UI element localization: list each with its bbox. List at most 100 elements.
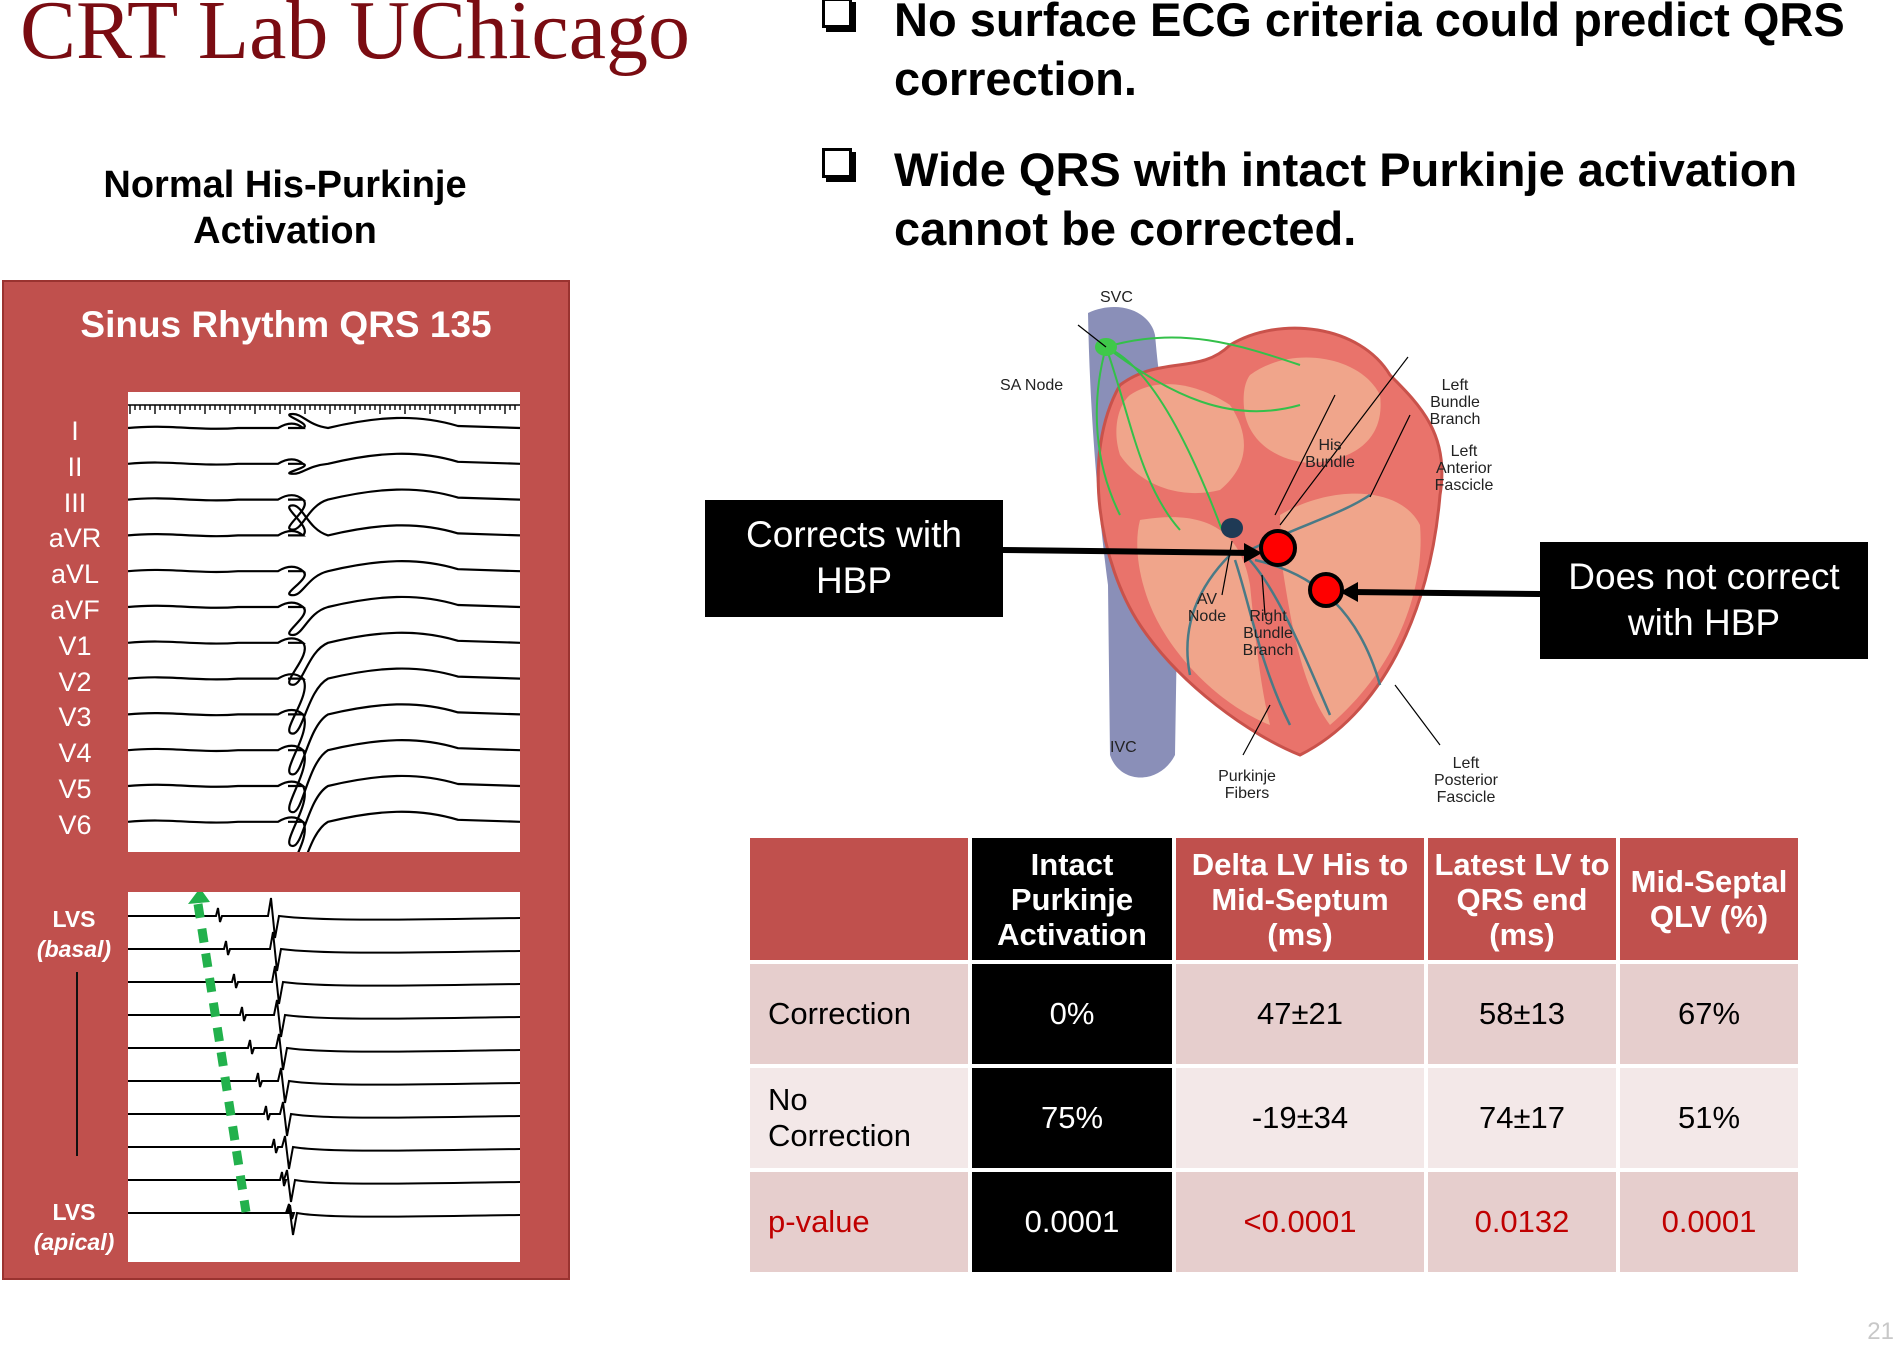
arrow-head-icon xyxy=(188,888,210,904)
label-ivc: IVC xyxy=(1110,739,1137,756)
lead-label-v1: V1 xyxy=(58,630,92,661)
ecg-trace-v5 xyxy=(127,774,521,848)
callout-does-not-correct: Does not correct with HBP xyxy=(1540,542,1868,659)
lvs-trace xyxy=(128,1033,521,1071)
table-header-row: Intact Purkinje Activation Delta LV His … xyxy=(750,838,1798,960)
ecg-panel: Sinus Rhythm QRS 135 I II III aVR aVL aVF V1 V2… xyxy=(2,280,570,1280)
ecg-trace-avl xyxy=(127,560,521,597)
sa-conduction xyxy=(1095,336,1301,531)
lead-label-avl: aVL xyxy=(50,559,100,590)
label-right-bundle-branch: Right Bundle Branch xyxy=(1242,608,1294,659)
label-left-posterior-fascicle: Left Posterior Fascicle xyxy=(1433,755,1499,806)
lvs-apical-sub: (apical) xyxy=(33,1229,115,1255)
ecg-trace-v2 xyxy=(127,667,521,735)
table-cell: <0.0001 xyxy=(1176,1172,1424,1272)
intracardiac-tracing xyxy=(128,888,521,1262)
lead-label-avr: aVR xyxy=(48,523,102,554)
heart-diagram: SVC SA Node Left Bundle Branch His Bundl… xyxy=(1000,285,1520,815)
lead-label-v4: V4 xyxy=(58,738,92,769)
lvs-trace xyxy=(128,1067,521,1104)
lvs-trace xyxy=(128,931,521,972)
label-purkinje-fibers: Purkinje Fibers xyxy=(1218,768,1276,802)
section-subtitle: Normal His-Purkinje Activation xyxy=(103,164,467,252)
ecg-panel-title: Sinus Rhythm QRS 135 xyxy=(80,304,492,345)
table-cell: 0% xyxy=(972,964,1172,1064)
ecg-trace-i xyxy=(127,412,521,430)
lead-label-ii: II xyxy=(67,451,83,482)
table-cell: 0.0001 xyxy=(1620,1172,1798,1272)
page-number: 21 xyxy=(1867,1318,1894,1345)
checkbox-bullet-icon xyxy=(822,0,852,28)
ecg-trace-v4 xyxy=(127,739,521,814)
lvs-trace xyxy=(128,1101,521,1137)
table-row: Correction 0% 47±21 58±13 67% xyxy=(750,964,1798,1064)
label-sa-node: SA Node xyxy=(1000,377,1064,394)
lvs-trace xyxy=(128,965,521,1005)
slide-title: CRT Lab UChicago xyxy=(20,0,690,77)
lead-label-i: I xyxy=(71,416,79,446)
row-label-text: No Correction xyxy=(768,1082,911,1153)
label-left-anterior-fascicle: Left Anterior Fascicle xyxy=(1434,443,1494,494)
ecg-traces xyxy=(127,412,521,881)
checkbox-bullet-icon xyxy=(822,148,852,178)
left-ventricle xyxy=(1280,493,1421,725)
av-node-icon xyxy=(1221,518,1243,538)
lead-label-avf: aVF xyxy=(50,595,100,625)
label-left-bundle-branch: Left Bundle Branch xyxy=(1429,377,1481,428)
surface-ecg-svg xyxy=(127,404,521,881)
lvs-trace xyxy=(128,999,521,1038)
lvs-apical-title: LVS xyxy=(52,1199,96,1225)
lead-label-iii: III xyxy=(63,487,87,518)
his-pacing-site-marker xyxy=(1259,529,1297,567)
table-cell: 0.0132 xyxy=(1428,1172,1616,1272)
ecg-trace-avr xyxy=(127,504,521,538)
table-header-cell: Delta LV His to Mid-Septum (ms) xyxy=(1176,838,1424,960)
bullet-text: No surface ECG criteria could predict QR… xyxy=(894,0,1845,105)
activation-arrow xyxy=(193,903,251,1213)
lvs-apical-label: LVS (apical) xyxy=(24,1197,124,1257)
lvs-basal-title: LVS xyxy=(52,906,96,932)
table-row: No Correction 75% -19±34 74±17 51% xyxy=(750,1068,1798,1168)
table-cell: 0.0001 xyxy=(972,1172,1172,1272)
surface-ecg-tracing xyxy=(127,392,521,881)
table-header-cell xyxy=(750,838,968,960)
table-row-label: p-value xyxy=(750,1172,968,1272)
lead-label-v3: V3 xyxy=(58,702,92,733)
left-atrium xyxy=(1243,357,1381,463)
ecg-trace-v6 xyxy=(127,810,521,881)
ecg-trace-v1 xyxy=(127,631,521,686)
table-cell: 51% xyxy=(1620,1068,1798,1168)
table-header-cell: Intact Purkinje Activation xyxy=(972,838,1172,960)
lvs-trace xyxy=(128,1169,521,1203)
table-header-cell: Latest LV to QRS end (ms) xyxy=(1428,838,1616,960)
ecg-trace-ii xyxy=(127,452,521,475)
table-row-label: Correction xyxy=(750,964,968,1064)
distal-pacing-site-marker xyxy=(1308,572,1344,608)
table-row: p-value 0.0001 <0.0001 0.0132 0.0001 xyxy=(750,1172,1798,1272)
label-av-node: AV Node xyxy=(1187,591,1227,625)
results-table: Intact Purkinje Activation Delta LV His … xyxy=(746,834,1802,1276)
table-header-cell: Mid-Septal QLV (%) xyxy=(1620,838,1798,960)
lvs-basal-label: LVS (basal) xyxy=(24,904,124,964)
callout-corrects-with-hbp: Corrects with HBP xyxy=(705,500,1003,617)
lead-label-v5: V5 xyxy=(58,774,92,804)
intracardiac-svg xyxy=(128,888,521,1236)
lvs-trace xyxy=(128,1203,521,1236)
lvs-basal-sub: (basal) xyxy=(36,936,112,962)
label-svc: SVC xyxy=(1100,289,1133,306)
table-cell: 74±17 xyxy=(1428,1068,1616,1168)
lvs-trace xyxy=(128,1135,521,1170)
table-cell: 75% xyxy=(972,1068,1172,1168)
ecg-trace-avf xyxy=(127,595,521,637)
table-cell: -19±34 xyxy=(1176,1068,1424,1168)
table-cell: 47±21 xyxy=(1176,964,1424,1064)
lvs-trace xyxy=(128,897,521,939)
table-row-label: No Correction xyxy=(750,1068,968,1168)
bullet-text: Wide QRS with intact Purkinje activation… xyxy=(894,143,1798,255)
lead-label-v6: V6 xyxy=(58,809,92,840)
ecg-trace-iii xyxy=(127,488,521,531)
lvs-traces xyxy=(128,897,521,1236)
right-atrium xyxy=(1116,384,1244,494)
lead-label-v2: V2 xyxy=(58,666,92,697)
heart-svg xyxy=(1077,307,1444,778)
